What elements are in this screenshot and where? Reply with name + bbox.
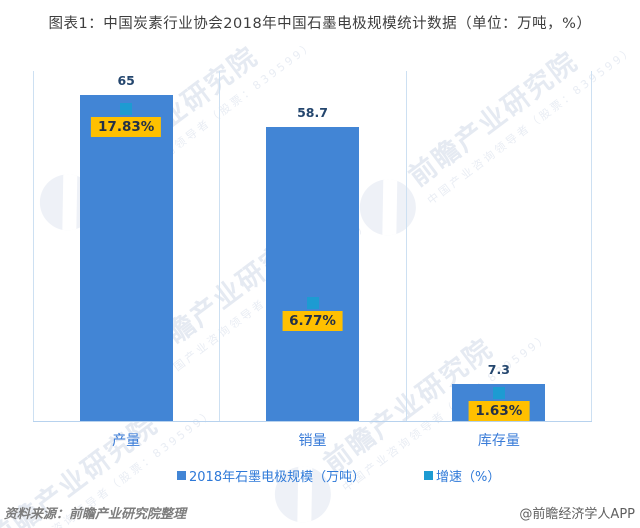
vertical-gridline [591,71,592,421]
vertical-gridline [33,71,34,421]
bar-series-swatch-icon [177,471,186,480]
growth-rate-label: 1.63% [468,401,530,422]
category-axis: 产量 销量 库存量 [33,430,592,450]
legend-label-growth: 增速（%） [436,470,501,485]
growth-rate-label: 17.83% [91,117,162,138]
bar-1 [79,95,173,421]
legend-label-scale: 2018年石墨电极规模（万吨） [189,470,366,485]
category-label-2: 销量 [298,433,327,449]
category-label-3: 库存量 [477,433,520,449]
growth-series-swatch-icon [424,471,433,480]
legend: 2018年石墨电极规模（万吨） 增速（%） [0,466,640,485]
credit-note: @前瞻经济学人APP [519,507,635,522]
growth-rate-label: 6.77% [282,311,343,332]
source-note: 资料来源：前瞻产业研究院整理 [4,507,187,522]
chart-title: 图表1：中国炭素行业协会2018年中国石墨电极规模统计数据（单位：万吨，%） [48,16,592,32]
bar-value-label: 65 [117,73,135,89]
plot-area: 65 17.83% 58.7 6.77% 7.3 1.63% [33,71,592,422]
growth-marker-icon [306,297,319,310]
growth-marker-icon [120,103,133,116]
legend-item-growth: 增速（%） [424,466,500,485]
bar-value-label: 58.7 [297,104,328,120]
category-label-1: 产量 [112,433,141,449]
legend-item-scale: 2018年石墨电极规模（万吨） [177,466,365,485]
vertical-gridline [405,71,407,421]
bar-value-label: 7.3 [487,362,510,378]
growth-marker-icon [492,387,505,400]
bar-2 [266,126,359,421]
vertical-gridline [219,71,221,421]
